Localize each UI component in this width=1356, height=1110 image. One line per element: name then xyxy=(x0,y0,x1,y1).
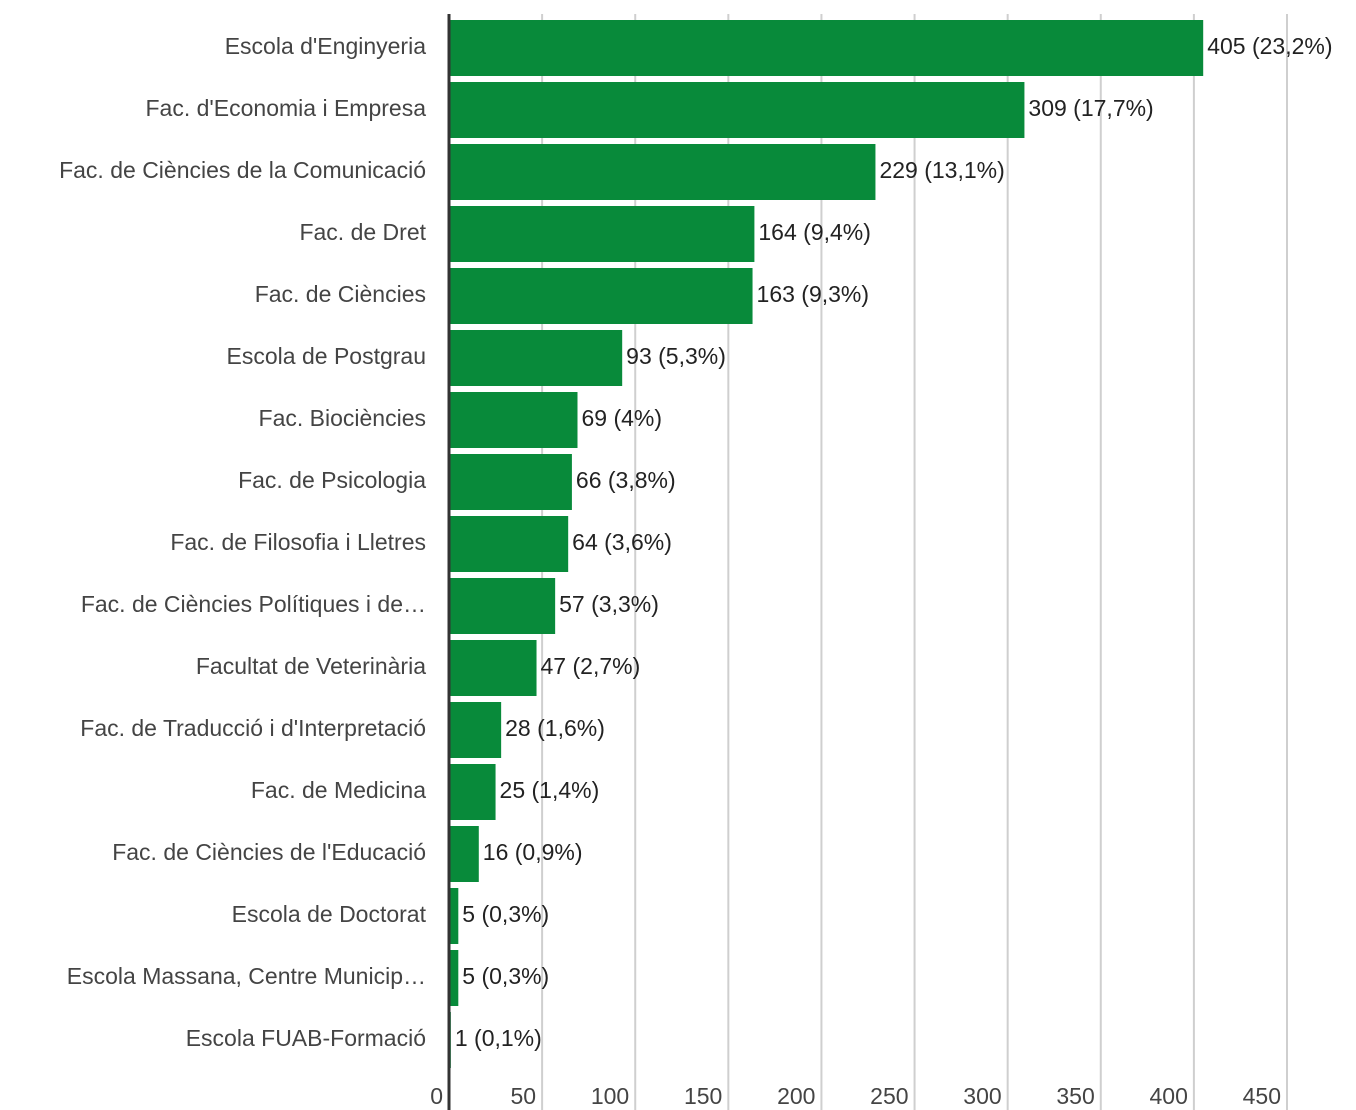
bar xyxy=(449,392,578,448)
data-label: 309 (17,7%) xyxy=(1028,95,1153,121)
data-label: 93 (5,3%) xyxy=(626,343,726,369)
data-label: 66 (3,8%) xyxy=(576,467,676,493)
data-label: 229 (13,1%) xyxy=(879,157,1004,183)
data-label: 64 (3,6%) xyxy=(572,529,672,555)
data-label: 1 (0,1%) xyxy=(455,1025,542,1051)
bar xyxy=(449,826,479,882)
x-tick-label: 450 xyxy=(1243,1083,1281,1109)
bar xyxy=(449,764,496,820)
bar xyxy=(449,454,572,510)
bar xyxy=(449,888,459,944)
data-label: 47 (2,7%) xyxy=(541,653,641,679)
bar xyxy=(449,82,1025,138)
x-tick-label: 100 xyxy=(591,1083,629,1109)
category-label: Fac. de Ciències de la Comunicació xyxy=(59,157,426,183)
category-label: Fac. de Traducció i d'Interpretació xyxy=(80,715,426,741)
bar xyxy=(449,330,623,386)
bar xyxy=(449,950,459,1006)
category-label: Escola FUAB-Formació xyxy=(186,1025,426,1051)
category-label: Fac. de Filosofia i Lletres xyxy=(170,529,426,555)
category-label: Fac. de Psicologia xyxy=(238,467,426,493)
category-label: Fac. de Medicina xyxy=(251,777,426,803)
category-label: Escola d'Enginyeria xyxy=(225,33,426,59)
data-label: 164 (9,4%) xyxy=(758,219,871,245)
data-label: 25 (1,4%) xyxy=(500,777,600,803)
x-tick-label: 350 xyxy=(1056,1083,1094,1109)
category-label: Facultat de Veterinària xyxy=(196,653,426,679)
category-label: Fac. de Dret xyxy=(299,219,426,245)
x-tick-label: 0 xyxy=(430,1083,443,1109)
bar xyxy=(449,516,569,572)
bar xyxy=(449,640,537,696)
x-tick-label: 400 xyxy=(1150,1083,1188,1109)
bar xyxy=(449,268,753,324)
data-label: 28 (1,6%) xyxy=(505,715,605,741)
data-label: 5 (0,3%) xyxy=(462,901,549,927)
bar xyxy=(449,20,1204,76)
data-label: 405 (23,2%) xyxy=(1207,33,1332,59)
x-tick-label: 150 xyxy=(684,1083,722,1109)
category-label: Escola de Postgrau xyxy=(227,343,426,369)
bar xyxy=(449,702,502,758)
data-label: 163 (9,3%) xyxy=(757,281,870,307)
x-tick-label: 250 xyxy=(870,1083,908,1109)
x-tick-label: 50 xyxy=(511,1083,537,1109)
data-label: 16 (0,9%) xyxy=(483,839,583,865)
bar xyxy=(449,206,755,262)
bar xyxy=(449,578,556,634)
x-tick-label: 300 xyxy=(963,1083,1001,1109)
category-label: Fac. d'Economia i Empresa xyxy=(145,95,426,121)
category-label: Fac. de Ciències Polítiques i de… xyxy=(81,591,426,617)
data-label: 57 (3,3%) xyxy=(559,591,659,617)
x-tick-label: 200 xyxy=(777,1083,815,1109)
category-label: Fac. de Ciències de l'Educació xyxy=(112,839,426,865)
category-label: Escola Massana, Centre Municip… xyxy=(67,963,426,989)
data-label: 5 (0,3%) xyxy=(462,963,549,989)
data-label: 69 (4%) xyxy=(581,405,662,431)
category-label: Escola de Doctorat xyxy=(232,901,427,927)
category-label: Fac. Biociències xyxy=(259,405,426,431)
bar xyxy=(449,144,876,200)
category-label: Fac. de Ciències xyxy=(255,281,426,307)
